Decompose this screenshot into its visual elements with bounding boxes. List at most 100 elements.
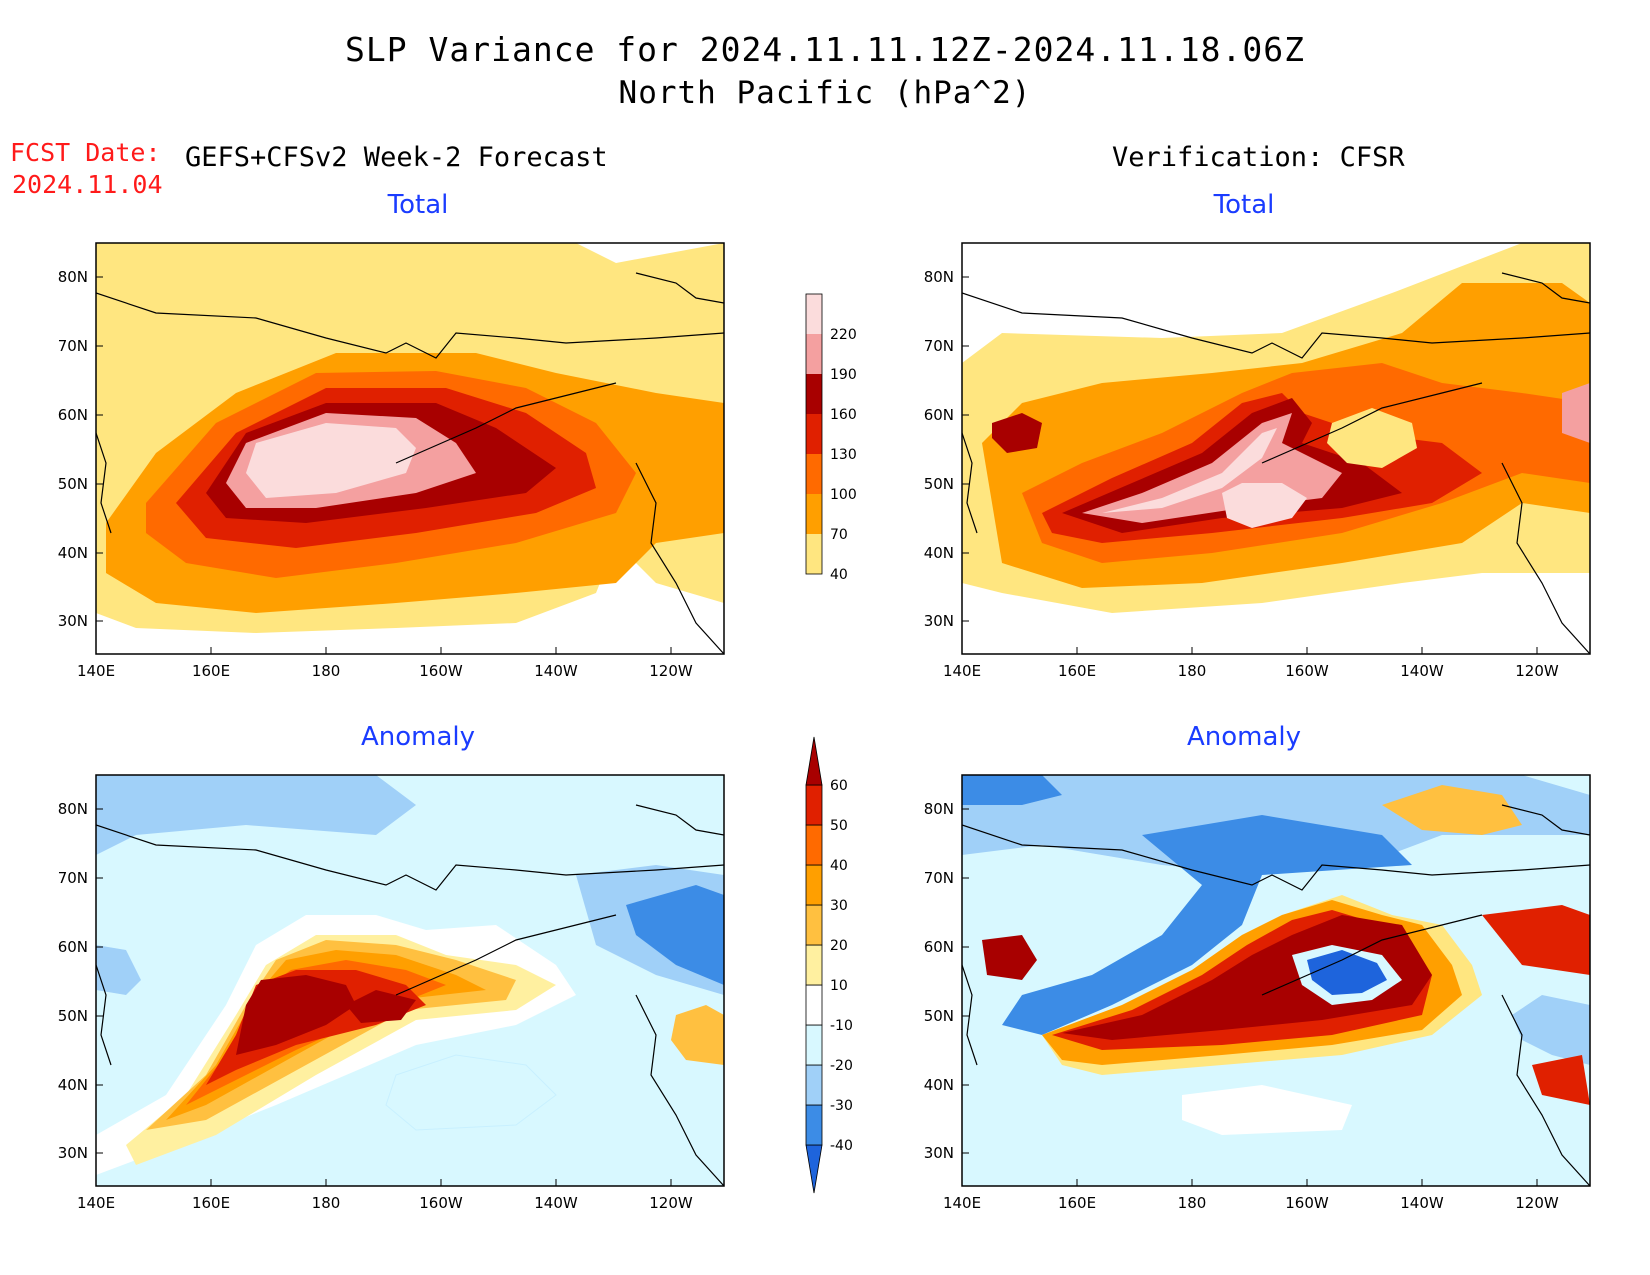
lon-tick-label: 140W bbox=[534, 662, 578, 680]
lat-tick-label: 50N bbox=[924, 475, 954, 493]
lat-tick-label: 60N bbox=[924, 406, 954, 424]
lon-tick-label: 140E bbox=[77, 1194, 115, 1212]
colorbar-anomaly: -40 -30 -20 -10 10 20 30 40 50 60 bbox=[805, 736, 853, 1194]
colorbar-level-label: -40 bbox=[830, 1138, 853, 1154]
lon-tick-label: 140E bbox=[943, 662, 981, 680]
lon-tick-label: 140E bbox=[943, 1194, 981, 1212]
colorbar-level-label: 160 bbox=[830, 407, 857, 423]
colorbar-level-label: 40 bbox=[830, 858, 848, 874]
lon-tick-label: 160W bbox=[1285, 1194, 1329, 1212]
panel-title-verification-total: Total bbox=[1213, 190, 1275, 220]
lat-tick-label: 70N bbox=[58, 869, 88, 887]
colorbar-segment bbox=[805, 904, 823, 946]
colorbar-segment bbox=[806, 414, 822, 454]
map-panel-forecast-total bbox=[95, 242, 725, 655]
colorbar-segment bbox=[805, 1144, 823, 1194]
lon-tick-label: 140W bbox=[1400, 1194, 1444, 1212]
lon-tick-label: 140E bbox=[77, 662, 115, 680]
lon-tick-label: 140W bbox=[1400, 662, 1444, 680]
colorbar-segment bbox=[806, 374, 822, 414]
lat-tick-label: 80N bbox=[924, 800, 954, 818]
lat-tick-label: 30N bbox=[924, 1144, 954, 1162]
map-panel-verification-total bbox=[961, 242, 1591, 655]
colorbar-segment bbox=[805, 1104, 823, 1146]
colorbar-segment bbox=[805, 736, 823, 786]
colorbar-level-label: 60 bbox=[830, 778, 848, 794]
lat-tick-label: 50N bbox=[58, 475, 88, 493]
lat-tick-label: 40N bbox=[58, 1076, 88, 1094]
lon-tick-label: 160E bbox=[1058, 662, 1096, 680]
lon-tick-label: 120W bbox=[649, 1194, 693, 1212]
lat-tick-label: 70N bbox=[924, 337, 954, 355]
colorbar-segment bbox=[805, 824, 823, 866]
lat-tick-label: 70N bbox=[924, 869, 954, 887]
colorbar-segment bbox=[805, 1024, 823, 1066]
colorbar-level-label: -20 bbox=[830, 1058, 853, 1074]
lon-tick-label: 180 bbox=[1178, 1194, 1207, 1212]
map-panel-forecast-anomaly bbox=[95, 774, 725, 1187]
axes-layer: 140E 160E 180 160W 140W 120W 30N 40N 50N 60N 70N 80… bbox=[58, 268, 1559, 1212]
colorbar-level-label: 50 bbox=[830, 818, 848, 834]
panel-title-verification-anomaly: Anomaly bbox=[1186, 722, 1302, 752]
lat-tick-label: 40N bbox=[924, 544, 954, 562]
colorbar-segment bbox=[805, 864, 823, 906]
colorbar-segment bbox=[805, 984, 823, 1026]
lat-tick-label: 40N bbox=[58, 544, 88, 562]
colorbar-segment bbox=[805, 944, 823, 986]
lon-tick-label: 160E bbox=[192, 1194, 230, 1212]
lat-tick-label: 80N bbox=[58, 268, 88, 286]
panel-title-forecast-total: Total bbox=[387, 190, 449, 220]
panel-title-forecast-anomaly: Anomaly bbox=[360, 722, 476, 752]
lat-tick-label: 30N bbox=[924, 612, 954, 630]
lon-tick-label: 180 bbox=[1178, 662, 1207, 680]
colorbar-segment bbox=[805, 784, 823, 826]
lat-tick-label: 40N bbox=[924, 1076, 954, 1094]
lon-tick-label: 120W bbox=[1515, 1194, 1559, 1212]
colorbar-segment bbox=[806, 294, 822, 334]
fcst-date-value: 2024.11.04 bbox=[12, 170, 163, 199]
colorbar-segment bbox=[806, 454, 822, 494]
lon-tick-label: 160E bbox=[1058, 1194, 1096, 1212]
colorbar-level-label: 100 bbox=[830, 487, 857, 503]
colorbar-segment bbox=[806, 494, 822, 534]
figure-subtitle: North Pacific (hPa^2) bbox=[618, 75, 1032, 111]
lon-tick-label: 160W bbox=[419, 1194, 463, 1212]
lat-tick-label: 60N bbox=[58, 938, 88, 956]
lat-tick-label: 50N bbox=[58, 1007, 88, 1025]
forecast-column-label: GEFS+CFSv2 Week-2 Forecast bbox=[185, 142, 608, 173]
fcst-date-label: FCST Date: bbox=[10, 138, 161, 167]
lon-tick-label: 160W bbox=[419, 662, 463, 680]
lat-tick-label: 70N bbox=[58, 337, 88, 355]
colorbar-level-label: 30 bbox=[830, 898, 848, 914]
colorbar-level-label: -10 bbox=[830, 1018, 853, 1034]
colorbar-level-label: 10 bbox=[830, 978, 848, 994]
verification-column-label: Verification: CFSR bbox=[1112, 142, 1405, 173]
colorbar-segment bbox=[806, 334, 822, 374]
lat-tick-label: 60N bbox=[58, 406, 88, 424]
lon-tick-label: 160W bbox=[1285, 662, 1329, 680]
lat-tick-label: 50N bbox=[924, 1007, 954, 1025]
lon-tick-label: 120W bbox=[1515, 662, 1559, 680]
figure-title: SLP Variance for 2024.11.11.12Z-2024.11.… bbox=[345, 30, 1305, 69]
colorbar-segment bbox=[806, 534, 822, 574]
colorbar-level-label: 190 bbox=[830, 367, 857, 383]
lon-tick-label: 180 bbox=[312, 662, 341, 680]
colorbar-level-label: 130 bbox=[830, 447, 857, 463]
colorbar-level-label: 220 bbox=[830, 327, 857, 343]
colorbar-level-label: 20 bbox=[830, 938, 848, 954]
lat-tick-label: 60N bbox=[924, 938, 954, 956]
lon-tick-label: 160E bbox=[192, 662, 230, 680]
lat-tick-label: 80N bbox=[58, 800, 88, 818]
lon-tick-label: 180 bbox=[312, 1194, 341, 1212]
colorbar-level-label: 70 bbox=[830, 527, 848, 543]
lon-tick-label: 120W bbox=[649, 662, 693, 680]
map-panel-verification-anomaly bbox=[961, 774, 1591, 1187]
colorbar-level-label: -30 bbox=[830, 1098, 853, 1114]
colorbar-level-label: 40 bbox=[830, 567, 848, 583]
colorbar-total: 40 70 100 130 160 190 220 bbox=[805, 293, 857, 583]
lon-tick-label: 140W bbox=[534, 1194, 578, 1212]
lat-tick-label: 30N bbox=[58, 1144, 88, 1162]
lat-tick-label: 30N bbox=[58, 612, 88, 630]
lat-tick-label: 80N bbox=[924, 268, 954, 286]
